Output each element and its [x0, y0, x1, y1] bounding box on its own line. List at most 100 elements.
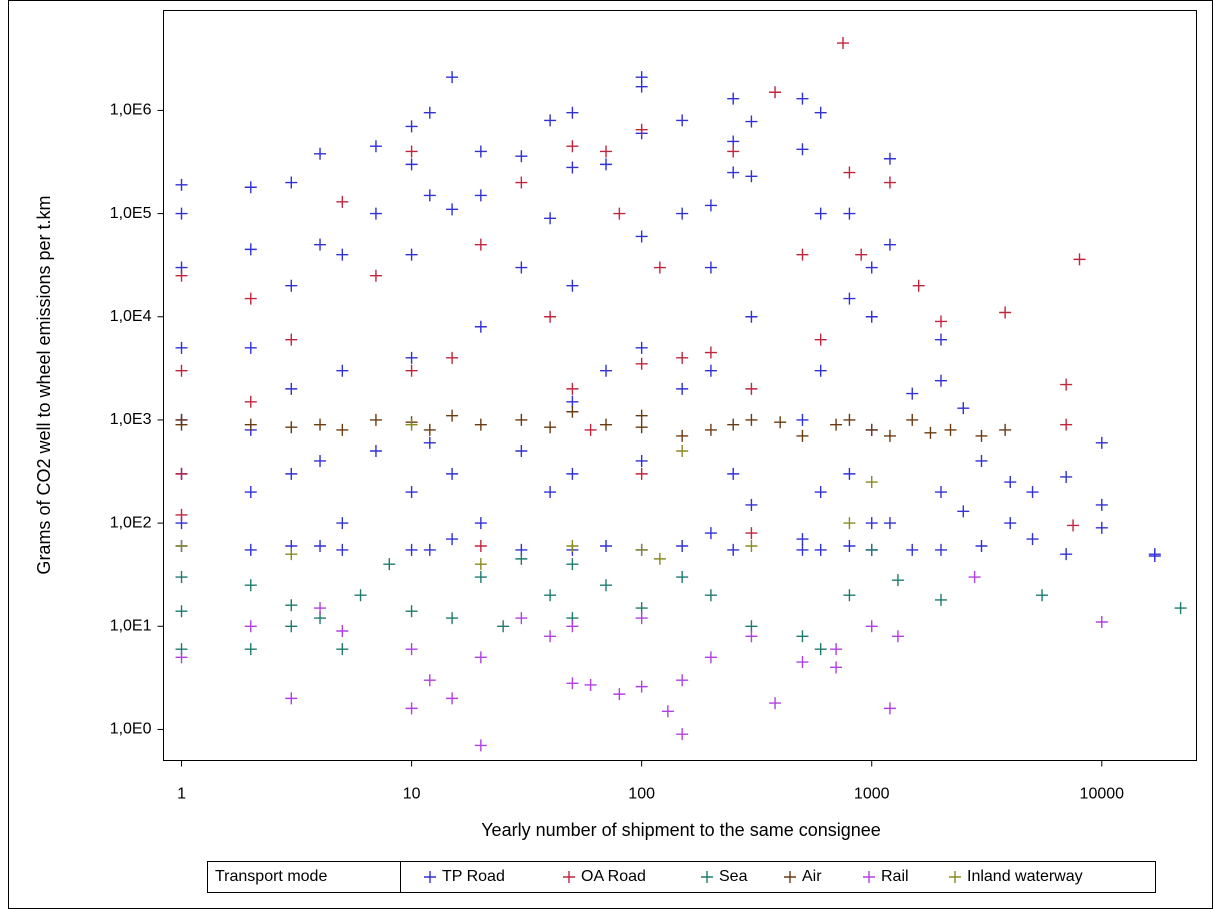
point [544, 114, 557, 127]
point [600, 579, 613, 592]
point [676, 382, 689, 395]
point [745, 498, 758, 511]
point [676, 429, 689, 442]
point [883, 176, 896, 189]
legend-marker [784, 871, 796, 883]
point [934, 333, 947, 346]
point [843, 539, 856, 552]
point [544, 310, 557, 323]
point [405, 364, 418, 377]
point [769, 697, 782, 710]
point [676, 207, 689, 220]
point [600, 364, 613, 377]
point [446, 351, 459, 364]
point [704, 199, 717, 212]
legend-label: Rail [881, 868, 909, 885]
point [566, 161, 579, 174]
point [566, 279, 579, 292]
point [727, 418, 740, 431]
point [1095, 498, 1108, 511]
point [1004, 517, 1017, 530]
point [285, 176, 298, 189]
point [865, 620, 878, 633]
point [285, 421, 298, 434]
point [175, 651, 188, 664]
point [405, 158, 418, 171]
point [635, 123, 648, 136]
frame [8, 0, 1213, 909]
point [676, 571, 689, 584]
legend-label: Inland waterway [967, 868, 1083, 885]
x-tick-label: 10 [403, 786, 421, 803]
point [843, 207, 856, 220]
point [336, 643, 349, 656]
y-tick-label: 1,0E6 [110, 102, 152, 119]
point [244, 243, 257, 256]
point [635, 543, 648, 556]
point [566, 539, 579, 552]
point [600, 418, 613, 431]
point [796, 656, 809, 669]
point [883, 152, 896, 165]
point [244, 643, 257, 656]
x-tick-label: 1 [177, 786, 186, 803]
point [796, 533, 809, 546]
point [704, 589, 717, 602]
point [515, 261, 528, 274]
point [796, 630, 809, 643]
point [515, 444, 528, 457]
point [830, 661, 843, 674]
point [175, 467, 188, 480]
point [175, 178, 188, 191]
point [474, 571, 487, 584]
point [883, 238, 896, 251]
point [474, 539, 487, 552]
point [745, 527, 758, 540]
point [814, 364, 827, 377]
point [934, 374, 947, 387]
point [175, 364, 188, 377]
point [423, 436, 436, 449]
point [814, 643, 827, 656]
point [934, 593, 947, 606]
point [405, 543, 418, 556]
point [1073, 253, 1086, 266]
point [336, 517, 349, 530]
point [906, 543, 919, 556]
plot-area [163, 10, 1197, 761]
point [613, 207, 626, 220]
y-axis-title: Grams of CO2 well to wheel emissions per… [34, 195, 54, 574]
point [745, 539, 758, 552]
point [1095, 521, 1108, 534]
point [175, 571, 188, 584]
point [975, 454, 988, 467]
point [635, 230, 648, 243]
point [635, 467, 648, 480]
point [653, 261, 666, 274]
point [515, 552, 528, 565]
point [474, 320, 487, 333]
point [796, 413, 809, 426]
point [796, 143, 809, 156]
point [566, 620, 579, 633]
point [544, 486, 557, 499]
point [883, 702, 896, 715]
point [635, 80, 648, 93]
point [285, 599, 298, 612]
point [774, 416, 787, 429]
point [566, 558, 579, 571]
point [446, 467, 459, 480]
point [497, 620, 510, 633]
point [600, 145, 613, 158]
point [906, 387, 919, 400]
point [175, 539, 188, 552]
point [423, 543, 436, 556]
point [968, 571, 981, 584]
point [405, 702, 418, 715]
point [1026, 533, 1039, 546]
point [745, 382, 758, 395]
point [704, 346, 717, 359]
point [369, 207, 382, 220]
point [865, 423, 878, 436]
